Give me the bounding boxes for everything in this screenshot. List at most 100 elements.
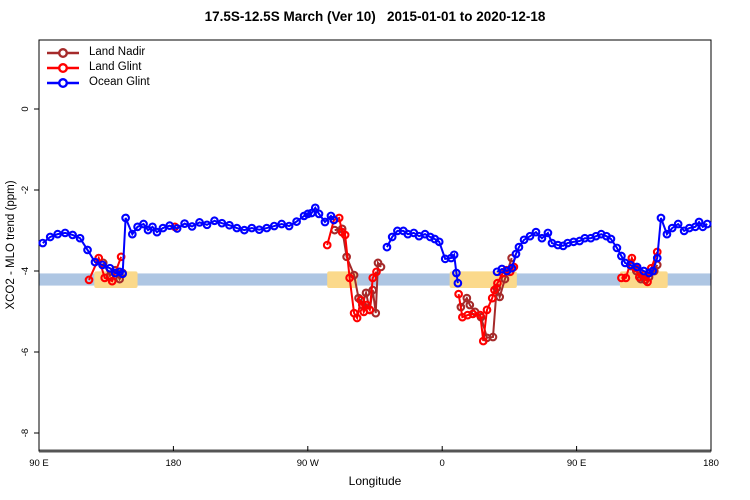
data-point — [127, 229, 137, 239]
data-point — [83, 245, 92, 255]
data-point — [621, 273, 631, 283]
data-point — [45, 232, 55, 242]
data-point — [262, 223, 272, 233]
data-point — [702, 219, 712, 229]
data-point — [121, 213, 130, 223]
data-point — [38, 238, 48, 248]
legend-label: Land Glint — [89, 61, 142, 73]
data-point — [662, 229, 672, 239]
data-point — [303, 209, 313, 219]
data-point — [452, 268, 461, 278]
y-tick-label: -4 — [20, 267, 31, 275]
data-point — [519, 235, 529, 245]
data-point — [68, 230, 77, 240]
data-point — [372, 267, 381, 277]
data-point — [454, 289, 463, 299]
data-point — [75, 233, 85, 243]
data-point — [537, 233, 547, 243]
data-point — [180, 219, 189, 228]
data-point — [232, 223, 242, 233]
data-point — [487, 293, 497, 303]
data-point — [356, 295, 366, 305]
data-point — [239, 225, 249, 235]
data-point — [105, 263, 115, 273]
data-point — [352, 313, 362, 323]
data-point — [673, 219, 683, 229]
data-point — [449, 250, 459, 260]
data-point — [187, 222, 197, 231]
data-point — [434, 237, 444, 247]
series-line — [42, 206, 335, 276]
data-point — [493, 278, 502, 288]
data-point — [284, 221, 294, 231]
data-point — [514, 242, 524, 252]
data-point — [606, 234, 616, 244]
data-point — [387, 232, 397, 242]
x-tick-label: 180 — [165, 458, 181, 469]
data-point — [365, 305, 375, 315]
data-point — [382, 242, 392, 252]
y-axis-label: XCO2 - MLO trend (ppm) — [5, 180, 17, 310]
data-point — [277, 219, 287, 229]
data-point — [292, 217, 301, 226]
data-point — [329, 215, 339, 225]
data-point — [152, 227, 162, 237]
data-point — [553, 240, 563, 250]
x-tick-label: 90 E — [29, 458, 49, 469]
plot-box — [38, 39, 712, 452]
data-point — [490, 285, 499, 295]
data-point — [165, 221, 175, 230]
legend-label: Ocean Glint — [89, 76, 150, 88]
data-point — [634, 272, 644, 282]
data-point — [482, 305, 492, 315]
data-point — [98, 260, 107, 270]
data-point — [648, 266, 658, 276]
y-tick-label: 0 — [20, 106, 31, 111]
x-tick-label: 90 W — [297, 458, 319, 469]
data-point — [90, 257, 100, 267]
series-ocean-glint — [38, 203, 712, 288]
data-point — [345, 273, 354, 283]
data-point — [148, 222, 157, 232]
data-point — [322, 240, 332, 250]
data-point — [310, 203, 320, 213]
data-point — [107, 276, 117, 286]
data-point — [314, 209, 324, 219]
land-nadir-marker-icon — [47, 47, 79, 58]
data-point — [254, 225, 264, 235]
data-point — [652, 253, 662, 263]
data-point — [118, 269, 127, 279]
data-point — [507, 263, 517, 273]
legend-item-land-glint: Land Glint — [46, 60, 150, 75]
data-point — [376, 262, 386, 272]
data-point — [617, 273, 626, 283]
data-point — [172, 224, 182, 233]
data-point — [320, 217, 330, 227]
data-point — [531, 227, 541, 237]
legend-item-ocean-glint: Ocean Glint — [46, 75, 150, 90]
y-tick-label: -6 — [20, 348, 31, 356]
chart-title: 17.5S-12.5S March (Ver 10) 2015-01-01 to… — [204, 9, 546, 24]
data-point — [217, 218, 227, 228]
data-point — [202, 220, 212, 230]
data-point — [361, 288, 371, 298]
data-point — [463, 310, 472, 320]
data-point — [84, 275, 94, 285]
data-point — [247, 223, 257, 233]
data-point — [632, 262, 642, 272]
data-point — [340, 230, 350, 240]
data-point — [543, 228, 553, 238]
data-point — [667, 223, 677, 233]
data-point — [488, 332, 498, 342]
data-point — [656, 213, 666, 223]
legend-item-land-nadir: Land Nadir — [46, 45, 150, 60]
data-point — [453, 278, 463, 288]
x-tick-label: 180 — [703, 458, 719, 469]
data-point — [511, 249, 521, 259]
data-point — [643, 277, 652, 287]
land-glint-marker-icon — [47, 62, 79, 73]
data-point — [425, 232, 435, 242]
y-tick-label: -8 — [20, 429, 31, 437]
ocean-glint-marker-icon — [47, 77, 79, 88]
